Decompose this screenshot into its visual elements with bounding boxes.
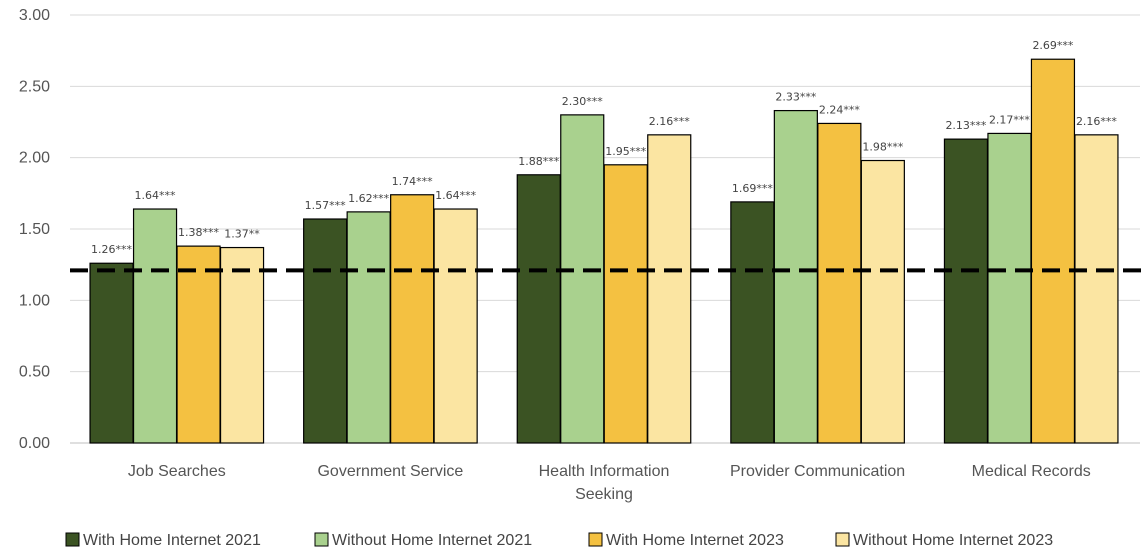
legend-swatch xyxy=(65,532,80,547)
data-label: 1.38*** xyxy=(178,226,219,239)
bar xyxy=(390,194,435,444)
data-label: 1.57*** xyxy=(305,199,346,212)
data-label: 1.64*** xyxy=(435,189,476,202)
data-label: 1.37** xyxy=(224,228,260,241)
legend-swatch xyxy=(835,532,850,547)
data-label: 1.74*** xyxy=(392,175,433,188)
bar xyxy=(603,164,648,444)
data-label: 1.69*** xyxy=(732,182,773,195)
y-tick-label: 2.50 xyxy=(19,78,50,95)
bar xyxy=(176,245,221,444)
bar xyxy=(817,122,862,444)
legend-item-label: Without Home Internet 2023 xyxy=(853,532,1053,549)
bar xyxy=(303,218,348,444)
data-label: 1.98*** xyxy=(862,141,903,154)
data-label: 1.64*** xyxy=(135,189,176,202)
x-tick-label: Job Searches xyxy=(128,463,226,480)
data-label: 2.24*** xyxy=(819,103,860,116)
data-label: 1.95*** xyxy=(605,145,646,158)
y-tick-label: 0.50 xyxy=(19,364,50,381)
bar xyxy=(433,208,478,444)
legend-item-label: With Home Internet 2021 xyxy=(83,532,261,549)
bar xyxy=(89,262,134,444)
x-tick-label: Provider Communication xyxy=(730,463,905,480)
data-label: 1.26*** xyxy=(91,243,132,256)
bar xyxy=(346,211,391,444)
x-tick-label: Government Service xyxy=(317,463,463,480)
data-label: 2.30*** xyxy=(562,95,603,108)
legend-item-label: With Home Internet 2023 xyxy=(606,532,784,549)
bar xyxy=(773,109,818,444)
data-label: 2.17*** xyxy=(989,113,1030,126)
bar xyxy=(132,208,178,444)
legend-swatch xyxy=(314,532,329,547)
data-label: 1.62*** xyxy=(348,192,389,205)
bar xyxy=(987,132,1032,444)
y-tick-label: 2.00 xyxy=(19,150,50,167)
y-tick-label: 0.00 xyxy=(19,435,50,452)
y-tick-label: 1.50 xyxy=(19,221,50,238)
data-label: 2.69*** xyxy=(1032,39,1073,52)
bar xyxy=(219,246,265,444)
data-label: 1.88*** xyxy=(518,155,559,168)
x-tick-label: Seeking xyxy=(575,486,633,503)
bar xyxy=(560,114,605,444)
y-tick-label: 3.00 xyxy=(19,7,50,24)
data-label: 2.16*** xyxy=(649,115,690,128)
bar xyxy=(1030,58,1076,444)
data-label: 2.33*** xyxy=(775,91,816,104)
bar xyxy=(516,174,561,444)
data-label: 2.13*** xyxy=(945,119,986,132)
y-tick-label: 1.00 xyxy=(19,292,50,309)
legend-swatch xyxy=(588,532,603,547)
bar xyxy=(860,159,905,444)
data-label: 2.16*** xyxy=(1076,115,1117,128)
bar xyxy=(730,201,775,444)
bar xyxy=(943,138,989,444)
legend-item-label: Without Home Internet 2021 xyxy=(332,532,532,549)
x-tick-label: Health Information xyxy=(539,463,670,480)
x-tick-label: Medical Records xyxy=(972,463,1091,480)
bar xyxy=(647,134,692,444)
bar xyxy=(1074,134,1119,444)
